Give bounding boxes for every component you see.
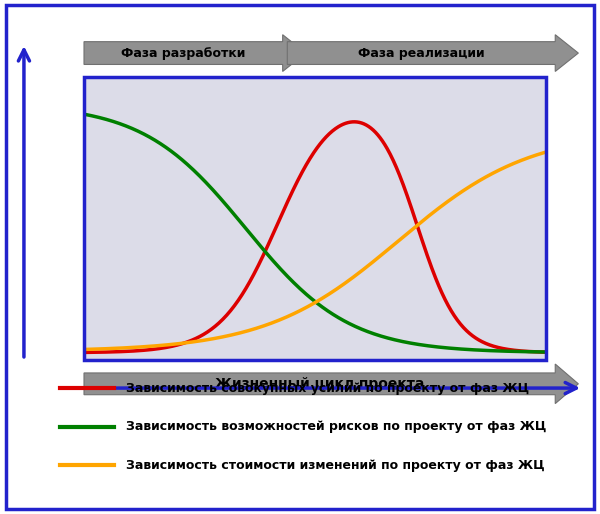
Text: Жизненный цикл проекта: Жизненный цикл проекта [215, 377, 424, 391]
Polygon shape [84, 364, 578, 403]
Text: Зависимость стоимости изменений по проекту от фаз ЖЦ: Зависимость стоимости изменений по проек… [126, 458, 545, 472]
Polygon shape [84, 35, 306, 71]
Text: Фаза реализации: Фаза реализации [358, 47, 485, 60]
Text: Зависимость совокупных усилий по проекту от фаз ЖЦ: Зависимость совокупных усилий по проекту… [126, 381, 529, 395]
Text: Зависимость возможностей рисков по проекту от фаз ЖЦ: Зависимость возможностей рисков по проек… [126, 420, 547, 433]
Polygon shape [287, 35, 578, 71]
Text: Фаза разработки: Фаза разработки [121, 47, 245, 60]
